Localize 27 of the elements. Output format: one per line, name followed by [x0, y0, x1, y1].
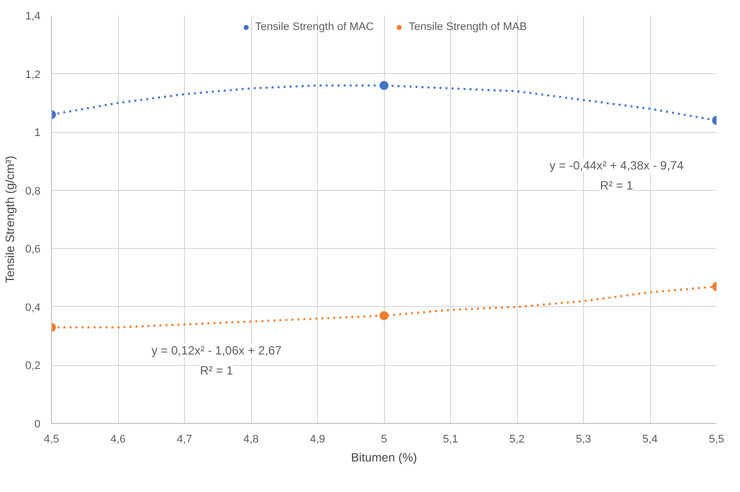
y-tick-label: 1	[34, 127, 41, 140]
y-tick-label: 0,2	[25, 360, 41, 372]
y-tick-label: 0,6	[25, 244, 41, 256]
y-axis-title: Tensile Strength (g/cm³)	[3, 156, 18, 284]
x-tick-label: 5,2	[509, 434, 525, 446]
annotation: y = 0,12x² - 1,06x + 2,67	[151, 344, 282, 358]
x-tick-label: 4,7	[176, 434, 192, 446]
annotation: R² = 1	[600, 178, 634, 192]
y-tick-label: 1,2	[25, 68, 41, 81]
y-tick-label: 1,4	[25, 10, 41, 22]
legend-label: Tensile Strength of MAB	[408, 21, 527, 33]
x-tick-label: 4,9	[310, 434, 326, 446]
x-tick-label: 4,6	[110, 434, 126, 446]
x-tick-label: 4,8	[243, 434, 259, 446]
annotation: R² = 1	[200, 364, 234, 378]
legend-label: Tensile Strength of MAC	[255, 21, 374, 33]
y-tick-label: 0,8	[25, 185, 41, 198]
x-axis-title: Bitumen (%)	[350, 450, 418, 464]
y-tick-label: 0,4	[25, 302, 41, 314]
x-tick-label: 5	[380, 434, 388, 446]
x-tick-label: 4,5	[44, 434, 60, 446]
annotation: y = -0,44x² + 4,38x - 9,74	[549, 158, 684, 172]
x-tick-label: 5,4	[642, 434, 658, 446]
x-tick-label: 5,1	[442, 434, 458, 446]
x-tick-label: 5,3	[576, 434, 592, 446]
y-tick-label: 0	[34, 418, 41, 430]
x-tick-label: 5,5	[708, 434, 724, 446]
